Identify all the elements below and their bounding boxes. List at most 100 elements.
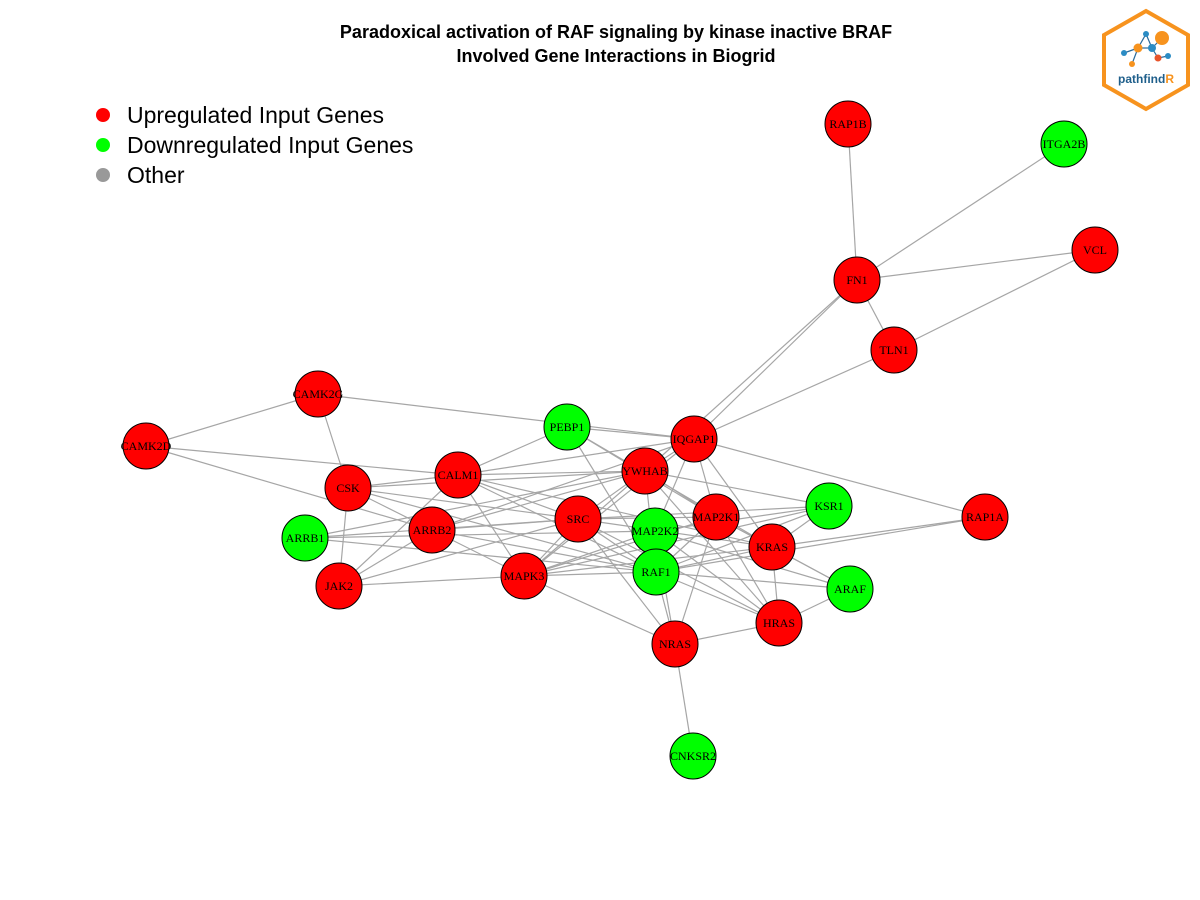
- node-circle-calm1[interactable]: [434, 451, 482, 499]
- legend-item-upregulated: Upregulated Input Genes: [96, 100, 413, 130]
- edge-camk2g-camk2d: [145, 393, 319, 447]
- edge-ywhab-hras: [644, 470, 780, 624]
- edge-ywhab-arrb1: [304, 470, 646, 539]
- node-circle-cnksr2[interactable]: [669, 732, 717, 780]
- node-circle-hras[interactable]: [755, 599, 803, 647]
- node-arrb1[interactable]: ARRB1: [281, 514, 329, 562]
- node-circle-jak2[interactable]: [315, 562, 363, 610]
- node-iqgap1[interactable]: IQGAP1: [670, 415, 718, 463]
- node-circle-pebp1[interactable]: [543, 403, 591, 451]
- node-circle-rap1a[interactable]: [961, 493, 1009, 541]
- node-ywhab[interactable]: YWHAB: [621, 447, 669, 495]
- node-camk2g[interactable]: CAMK2G: [293, 370, 344, 418]
- node-label-csk: CSK: [336, 481, 360, 495]
- node-map2k1[interactable]: MAP2K1: [692, 493, 740, 541]
- legend-dot-upregulated: [96, 108, 110, 122]
- node-label-rap1b: RAP1B: [829, 117, 866, 131]
- node-circle-kras[interactable]: [748, 523, 796, 571]
- edge-csk-ywhab: [347, 470, 646, 489]
- node-circle-rap1b[interactable]: [824, 100, 872, 148]
- node-label-ywhab: YWHAB: [622, 464, 667, 478]
- edge-vcl-fn1: [856, 249, 1096, 281]
- node-circle-mapk3[interactable]: [500, 552, 548, 600]
- node-circle-raf1[interactable]: [632, 548, 680, 596]
- edge-mapk3-jak2: [338, 575, 525, 587]
- edge-fn1-iqgap1: [693, 279, 858, 440]
- legend-label-downregulated: Downregulated Input Genes: [127, 131, 414, 158]
- title-line-1: Paradoxical activation of RAF signaling …: [339, 22, 893, 42]
- node-kras[interactable]: KRAS: [748, 523, 796, 571]
- node-raf1[interactable]: RAF1: [632, 548, 680, 596]
- legend-dot-other: [96, 168, 110, 182]
- node-label-mapk3: MAPK3: [504, 569, 545, 583]
- node-csk[interactable]: CSK: [324, 464, 372, 512]
- node-circle-vcl[interactable]: [1071, 226, 1119, 274]
- node-label-rap1a: RAP1A: [966, 510, 1004, 524]
- node-label-nras: NRAS: [659, 637, 691, 651]
- node-label-map2k1: MAP2K1: [693, 510, 740, 524]
- node-ksr1[interactable]: KSR1: [805, 482, 853, 530]
- edge-mapk3-nras: [523, 575, 676, 645]
- node-mapk3[interactable]: MAPK3: [500, 552, 548, 600]
- node-rap1b[interactable]: RAP1B: [824, 100, 872, 148]
- node-camk2d[interactable]: CAMK2D: [121, 422, 172, 470]
- node-src[interactable]: SRC: [554, 495, 602, 543]
- node-circle-ywhab[interactable]: [621, 447, 669, 495]
- node-circle-nras[interactable]: [651, 620, 699, 668]
- legend-label-upregulated: Upregulated Input Genes: [127, 101, 385, 128]
- edge-ksr1-raf1: [655, 505, 830, 573]
- node-label-cnksr2: CNKSR2: [670, 749, 716, 763]
- node-fn1[interactable]: FN1: [833, 256, 881, 304]
- node-circle-araf[interactable]: [826, 565, 874, 613]
- node-circle-camk2g[interactable]: [294, 370, 342, 418]
- legend-item-downregulated: Downregulated Input Genes: [96, 130, 413, 160]
- node-circle-itga2b[interactable]: [1040, 120, 1088, 168]
- node-arrb2[interactable]: ARRB2: [408, 506, 456, 554]
- legend-label-other: Other: [127, 161, 185, 188]
- edge-map2k1-mapk3: [523, 516, 717, 577]
- logo-text-accent: R: [1165, 72, 1174, 86]
- node-calm1[interactable]: CALM1: [434, 451, 482, 499]
- node-araf[interactable]: ARAF: [826, 565, 874, 613]
- node-circle-camk2d[interactable]: [122, 422, 170, 470]
- edge-rap1a-kras: [771, 516, 986, 548]
- node-label-camk2g: CAMK2G: [293, 387, 344, 401]
- node-circle-arrb1[interactable]: [281, 514, 329, 562]
- edge-raf1-arrb1: [304, 537, 657, 573]
- edges-layer: [145, 123, 1096, 757]
- node-circle-arrb2[interactable]: [408, 506, 456, 554]
- node-itga2b[interactable]: ITGA2B: [1040, 120, 1088, 168]
- edge-iqgap1-calm1: [457, 438, 695, 476]
- node-label-camk2d: CAMK2D: [121, 439, 172, 453]
- node-circle-fn1[interactable]: [833, 256, 881, 304]
- node-label-kras: KRAS: [756, 540, 788, 554]
- node-rap1a[interactable]: RAP1A: [961, 493, 1009, 541]
- edge-rap1a-raf1: [655, 516, 986, 573]
- node-label-arrb1: ARRB1: [286, 531, 325, 545]
- node-pebp1[interactable]: PEBP1: [543, 403, 591, 451]
- node-circle-ksr1[interactable]: [805, 482, 853, 530]
- edge-arrb2-src: [431, 518, 579, 531]
- node-label-vcl: VCL: [1083, 243, 1107, 257]
- page-title: Paradoxical activation of RAF signaling …: [0, 20, 1200, 68]
- node-label-itga2b: ITGA2B: [1043, 137, 1086, 151]
- node-circle-iqgap1[interactable]: [670, 415, 718, 463]
- edge-csk-src: [347, 487, 579, 520]
- node-circle-csk[interactable]: [324, 464, 372, 512]
- node-cnksr2[interactable]: CNKSR2: [669, 732, 717, 780]
- node-circle-tln1[interactable]: [870, 326, 918, 374]
- edge-rap1b-fn1: [847, 123, 858, 281]
- node-circle-map2k1[interactable]: [692, 493, 740, 541]
- node-jak2[interactable]: JAK2: [315, 562, 363, 610]
- legend: Upregulated Input Genes Downregulated In…: [96, 100, 413, 190]
- edge-src-nras: [577, 518, 676, 645]
- legend-item-other: Other: [96, 160, 413, 190]
- node-tln1[interactable]: TLN1: [870, 326, 918, 374]
- node-vcl[interactable]: VCL: [1071, 226, 1119, 274]
- node-nras[interactable]: NRAS: [651, 620, 699, 668]
- node-hras[interactable]: HRAS: [755, 599, 803, 647]
- svg-text:pathfindR: pathfindR: [1118, 72, 1174, 86]
- node-map2k2[interactable]: MAP2K2: [631, 507, 679, 555]
- node-circle-src[interactable]: [554, 495, 602, 543]
